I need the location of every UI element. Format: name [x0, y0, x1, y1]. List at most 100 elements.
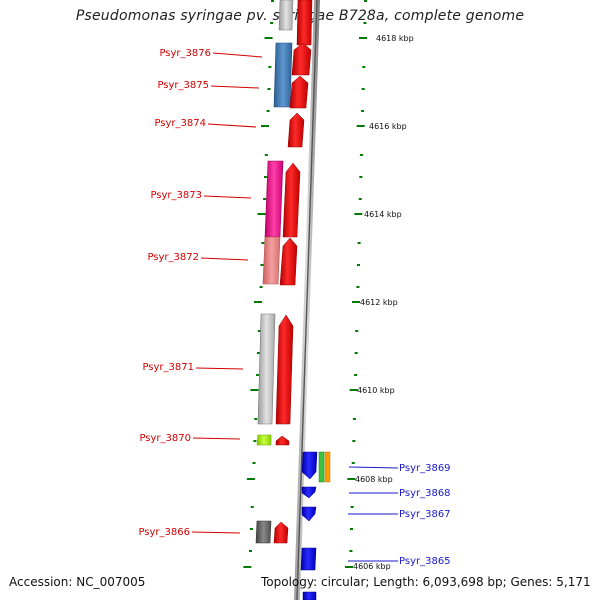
- tick-mark: [254, 418, 258, 420]
- gene-label-psyr-3875: Psyr_3875: [157, 80, 209, 91]
- tick-mark: [352, 301, 361, 303]
- tick-mark: [361, 110, 365, 112]
- tick-mark: [350, 506, 354, 508]
- tick-mark: [250, 389, 259, 391]
- left-gene-labels: Psyr_3876 Psyr_3875 Psyr_3874 Psyr_3873 …: [138, 48, 263, 538]
- gene-arrow-3875: [289, 75, 309, 109]
- feature-gray-top: [278, 0, 294, 31]
- tick-mark: [358, 198, 362, 200]
- tick-mark: [256, 374, 260, 376]
- kbp-scale: 4618 kbp 4616 kbp 4614 kbp 4612 kbp 4610…: [353, 34, 414, 571]
- reverse-strand-genes: [300, 451, 331, 600]
- tick-mark: [263, 198, 267, 200]
- tick-mark: [246, 478, 255, 480]
- gene-arrow-3870: [275, 435, 290, 446]
- tick-mark: [359, 154, 363, 156]
- gene-arrow-3868: [301, 486, 317, 499]
- gene-arrow-3874: [287, 112, 305, 148]
- tick-mark: [243, 566, 252, 568]
- gene-label-psyr-3874: Psyr_3874: [154, 118, 206, 129]
- tick-mark: [256, 352, 260, 354]
- kbp-label-4610: 4610 kbp: [357, 386, 395, 395]
- tick-mark: [260, 264, 264, 266]
- tick-mark: [356, 286, 360, 288]
- cog-feature-column: [255, 0, 294, 544]
- gene-label-psyr-3870: Psyr_3870: [139, 433, 191, 444]
- tick-mark: [267, 88, 271, 90]
- gene-label-psyr-3869: Psyr_3869: [399, 463, 451, 474]
- gene-arrow-3866: [273, 521, 289, 544]
- gene-label-psyr-3866: Psyr_3866: [138, 527, 190, 538]
- tick-mark: [361, 88, 365, 90]
- tick-mark: [362, 66, 366, 68]
- gene-label-psyr-3867: Psyr_3867: [399, 509, 451, 520]
- feature-green: [318, 451, 325, 483]
- forward-strand-genes: [273, 0, 313, 544]
- tick-mark: [354, 374, 358, 376]
- tick-mark: [354, 213, 363, 215]
- tick-mark: [249, 528, 253, 530]
- kbp-label-4614: 4614 kbp: [364, 210, 402, 219]
- tick-mark: [266, 110, 270, 112]
- tick-mark: [259, 286, 263, 288]
- tick-mark: [347, 478, 356, 480]
- feature-salmon: [262, 236, 281, 285]
- feature-gray: [257, 313, 276, 425]
- tick-mark: [257, 213, 266, 215]
- feature-orange: [324, 451, 331, 483]
- tick-mark: [253, 301, 262, 303]
- gene-arrow-3871: [275, 314, 294, 425]
- tick-mark: [355, 330, 359, 332]
- position-ticks: [243, 0, 368, 568]
- gene-label-psyr-3876: Psyr_3876: [159, 48, 211, 59]
- gene-label-psyr-3872: Psyr_3872: [147, 252, 199, 263]
- tick-mark: [354, 352, 358, 354]
- tick-mark: [268, 66, 272, 68]
- tick-mark: [252, 462, 256, 464]
- right-gene-labels: Psyr_3869 Psyr_3868 Psyr_3867 Psyr_3865: [348, 463, 451, 567]
- tick-mark: [345, 566, 354, 568]
- tick-mark: [352, 418, 356, 420]
- tick-mark: [357, 264, 361, 266]
- kbp-label-4606: 4606 kbp: [353, 562, 391, 571]
- tick-mark: [261, 242, 265, 244]
- tick-mark: [249, 550, 252, 552]
- gene-arrow-3873: [282, 162, 301, 238]
- tick-mark: [352, 440, 356, 442]
- accession-text: Accession: NC_007005: [9, 575, 146, 589]
- tick-mark: [363, 22, 367, 24]
- feature-magenta: [264, 160, 284, 238]
- feature-steel-blue: [273, 42, 293, 108]
- tick-mark: [359, 176, 363, 178]
- kbp-label-4612: 4612 kbp: [360, 298, 398, 307]
- tick-mark: [261, 125, 269, 127]
- kbp-label-4608: 4608 kbp: [355, 475, 393, 484]
- kbp-label-4618: 4618 kbp: [376, 34, 414, 43]
- tick-mark: [350, 528, 354, 530]
- tick-mark: [349, 550, 353, 552]
- tick-mark: [264, 37, 273, 39]
- tick-mark: [270, 22, 274, 24]
- gene-arrow-3869: [301, 451, 318, 480]
- tick-mark: [250, 506, 254, 508]
- gene-arrow-3872: [279, 237, 298, 286]
- tick-mark: [264, 154, 268, 156]
- tick-mark: [359, 37, 368, 39]
- gene-label-psyr-3873: Psyr_3873: [150, 190, 202, 201]
- gene-arrow-3867: [301, 506, 317, 522]
- tick-mark: [349, 389, 358, 391]
- tick-mark: [357, 242, 361, 244]
- tick-mark: [253, 440, 257, 442]
- topology-text: Topology: circular; Length: 6,093,698 bp…: [261, 575, 591, 589]
- tick-mark: [257, 330, 261, 332]
- tick-mark: [351, 462, 355, 464]
- gene-arrow-bottom: [302, 591, 317, 600]
- gene-label-psyr-3871: Psyr_3871: [142, 362, 194, 373]
- gene-label-psyr-3865: Psyr_3865: [399, 556, 451, 567]
- feature-lime: [256, 434, 272, 446]
- feature-dark-gray: [255, 520, 272, 544]
- tick-mark: [263, 176, 267, 178]
- gene-label-psyr-3868: Psyr_3868: [399, 488, 451, 499]
- tick-mark: [271, 0, 274, 2]
